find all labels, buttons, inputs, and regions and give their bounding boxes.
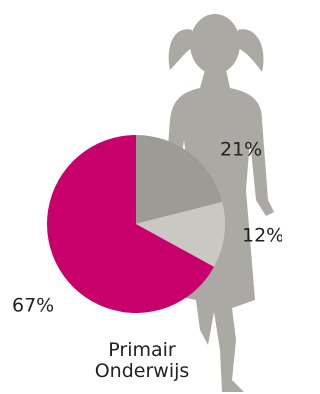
value-label: 12% bbox=[242, 225, 282, 247]
chart-title: Primair Onderwijs bbox=[80, 340, 204, 382]
value-label: 21% bbox=[220, 139, 262, 161]
chart-svg: 21% 12% 67% bbox=[0, 0, 282, 394]
chart: 21% 12% 67% Primair Onderwijs bbox=[0, 0, 282, 394]
value-label: 67% bbox=[12, 295, 54, 317]
